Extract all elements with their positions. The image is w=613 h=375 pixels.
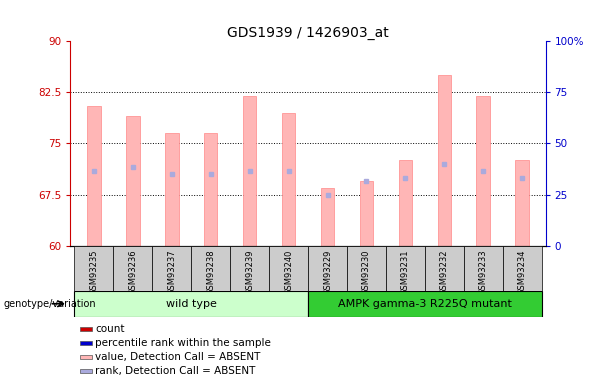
Text: GSM93239: GSM93239: [245, 249, 254, 295]
Text: GSM93231: GSM93231: [401, 249, 410, 295]
Bar: [269, 246, 308, 291]
Text: genotype/variation: genotype/variation: [3, 299, 96, 309]
Bar: [503, 246, 542, 291]
Text: wild type: wild type: [166, 299, 216, 309]
Text: GSM93235: GSM93235: [89, 249, 98, 295]
Bar: [438, 75, 451, 246]
Text: rank, Detection Call = ABSENT: rank, Detection Call = ABSENT: [95, 366, 256, 375]
Text: GSM93232: GSM93232: [440, 249, 449, 295]
Bar: [87, 106, 101, 246]
Text: GSM93234: GSM93234: [518, 249, 527, 295]
Bar: [476, 96, 490, 246]
Bar: [425, 246, 464, 291]
Text: percentile rank within the sample: percentile rank within the sample: [95, 338, 271, 348]
Bar: [80, 369, 92, 373]
Text: count: count: [95, 324, 124, 334]
Bar: [321, 188, 334, 246]
Text: GSM93229: GSM93229: [323, 249, 332, 295]
Bar: [464, 246, 503, 291]
Bar: [398, 160, 412, 246]
Bar: [191, 246, 230, 291]
Text: GSM93230: GSM93230: [362, 249, 371, 295]
Text: GSM93240: GSM93240: [284, 249, 293, 295]
Bar: [347, 246, 386, 291]
Bar: [230, 246, 269, 291]
Bar: [80, 327, 92, 331]
Bar: [516, 160, 529, 246]
Bar: [204, 133, 218, 246]
Text: value, Detection Call = ABSENT: value, Detection Call = ABSENT: [95, 352, 261, 362]
Bar: [80, 341, 92, 345]
Bar: [386, 246, 425, 291]
Bar: [282, 113, 295, 246]
Bar: [74, 246, 113, 291]
Text: AMPK gamma-3 R225Q mutant: AMPK gamma-3 R225Q mutant: [338, 299, 512, 309]
Text: GSM93236: GSM93236: [128, 249, 137, 295]
Text: GSM93238: GSM93238: [206, 249, 215, 295]
Bar: [74, 291, 308, 317]
Text: GSM93237: GSM93237: [167, 249, 177, 295]
Bar: [308, 291, 542, 317]
Title: GDS1939 / 1426903_at: GDS1939 / 1426903_at: [227, 26, 389, 40]
Bar: [152, 246, 191, 291]
Bar: [360, 181, 373, 246]
Bar: [126, 116, 140, 246]
Bar: [165, 133, 178, 246]
Bar: [113, 246, 152, 291]
Text: GSM93233: GSM93233: [479, 249, 488, 295]
Bar: [243, 96, 256, 246]
Bar: [80, 356, 92, 358]
Bar: [308, 246, 347, 291]
